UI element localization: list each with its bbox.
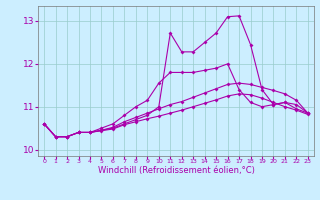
X-axis label: Windchill (Refroidissement éolien,°C): Windchill (Refroidissement éolien,°C): [98, 166, 254, 175]
